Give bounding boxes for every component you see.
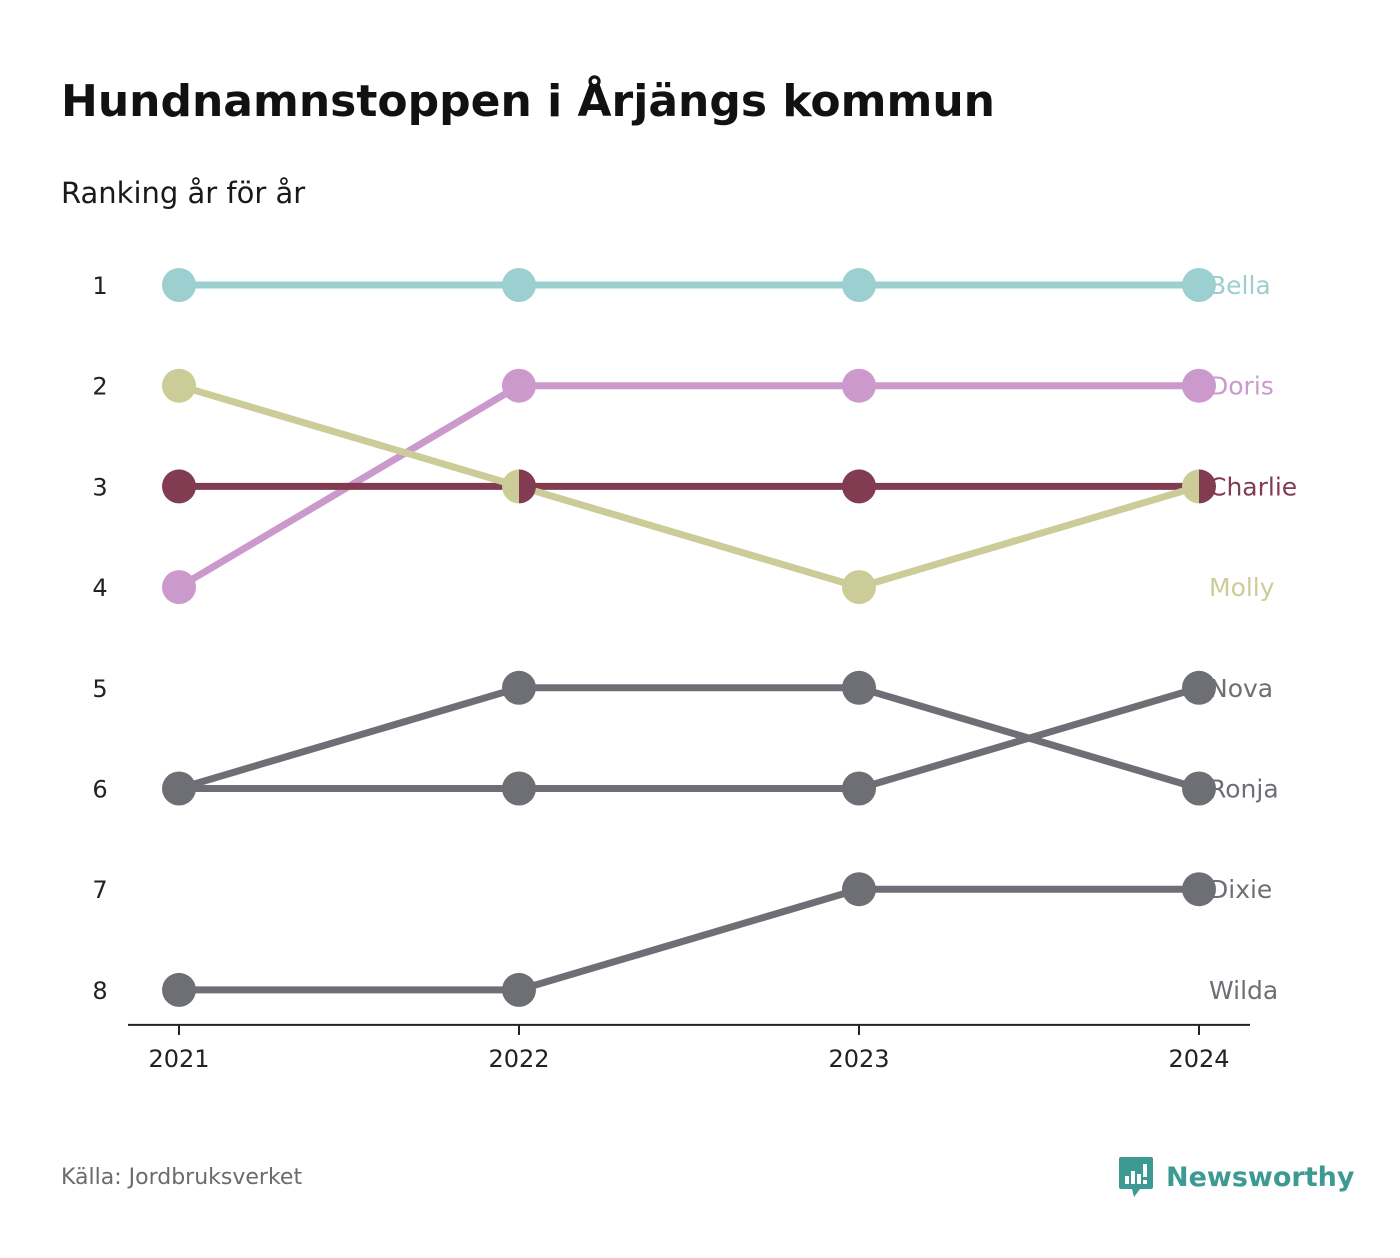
series-label-wilda: Wilda <box>1209 976 1278 1005</box>
series-label-charlie: Charlie <box>1209 472 1297 501</box>
series-lines <box>175 281 1203 994</box>
point-nova <box>502 771 536 806</box>
point-molly <box>502 469 519 504</box>
series-label-nova: Nova <box>1209 674 1273 703</box>
y-tick-label: 3 <box>92 473 107 501</box>
x-tick-label: 2023 <box>828 1045 889 1073</box>
point-doris <box>162 570 196 605</box>
point-charlie <box>162 469 196 504</box>
x-tick-label: 2021 <box>148 1045 209 1073</box>
y-tick-label: 5 <box>92 675 107 703</box>
chart-subtitle: Ranking år för år <box>61 176 306 210</box>
point-molly <box>162 368 196 403</box>
point-molly <box>1182 469 1199 504</box>
newsworthy-logo-icon <box>1119 1157 1153 1197</box>
y-tick-label: 8 <box>92 977 107 1005</box>
point-bella <box>502 268 536 302</box>
point-bella <box>842 268 876 302</box>
brand-logo: Newsworthy <box>1118 1155 1354 1199</box>
chart-title: Hundnamnstoppen i Årjängs kommun <box>61 76 995 127</box>
point-charlie <box>842 469 876 504</box>
series-line-nova <box>175 684 1203 792</box>
point-bella <box>1182 268 1216 302</box>
series-label-doris: Doris <box>1209 372 1274 401</box>
point-doris <box>502 368 536 403</box>
point-dixie <box>162 972 196 1007</box>
point-doris <box>842 368 876 403</box>
point-doris <box>1182 368 1216 403</box>
point-nova <box>842 771 876 806</box>
point-dixie <box>502 972 536 1007</box>
series-label-molly: Molly <box>1209 573 1275 602</box>
series-line-ronja <box>175 684 1203 792</box>
point-charlie <box>519 469 536 504</box>
x-axis: 2021 2022 2023 2024 <box>128 1023 1250 1073</box>
point-nova-ronja <box>162 771 196 806</box>
y-tick-label: 6 <box>92 776 107 804</box>
point-molly <box>842 570 876 605</box>
series-line-dixie <box>175 885 1203 994</box>
y-tick-label: 2 <box>92 373 107 401</box>
series-label-bella: Bella <box>1209 271 1271 300</box>
series-label-ronja: Ronja <box>1209 775 1279 804</box>
point-dixie <box>1182 872 1216 907</box>
y-tick-label: 4 <box>92 574 107 602</box>
point-nova <box>1182 670 1216 705</box>
point-bella <box>162 268 196 302</box>
point-dixie <box>842 872 876 907</box>
brand-name: Newsworthy <box>1166 1161 1355 1193</box>
x-tick-label: 2022 <box>488 1045 549 1073</box>
y-tick-labels: 1 2 3 4 5 6 7 8 <box>92 272 107 1005</box>
point-ronja <box>1182 771 1216 806</box>
series-labels: Bella Doris Charlie Molly Nova Ronja Dixie Wild… <box>1209 271 1297 1005</box>
y-tick-label: 1 <box>92 272 107 300</box>
point-ronja <box>842 670 876 705</box>
series-label-dixie: Dixie <box>1209 875 1272 904</box>
point-ronja <box>502 670 536 705</box>
series-line-molly <box>175 382 1203 591</box>
x-tick-label: 2024 <box>1168 1045 1229 1073</box>
point-charlie <box>1199 469 1216 504</box>
series-points <box>162 268 1216 1007</box>
source-note: Källa: Jordbruksverket <box>61 1165 303 1190</box>
y-tick-label: 7 <box>92 876 107 904</box>
